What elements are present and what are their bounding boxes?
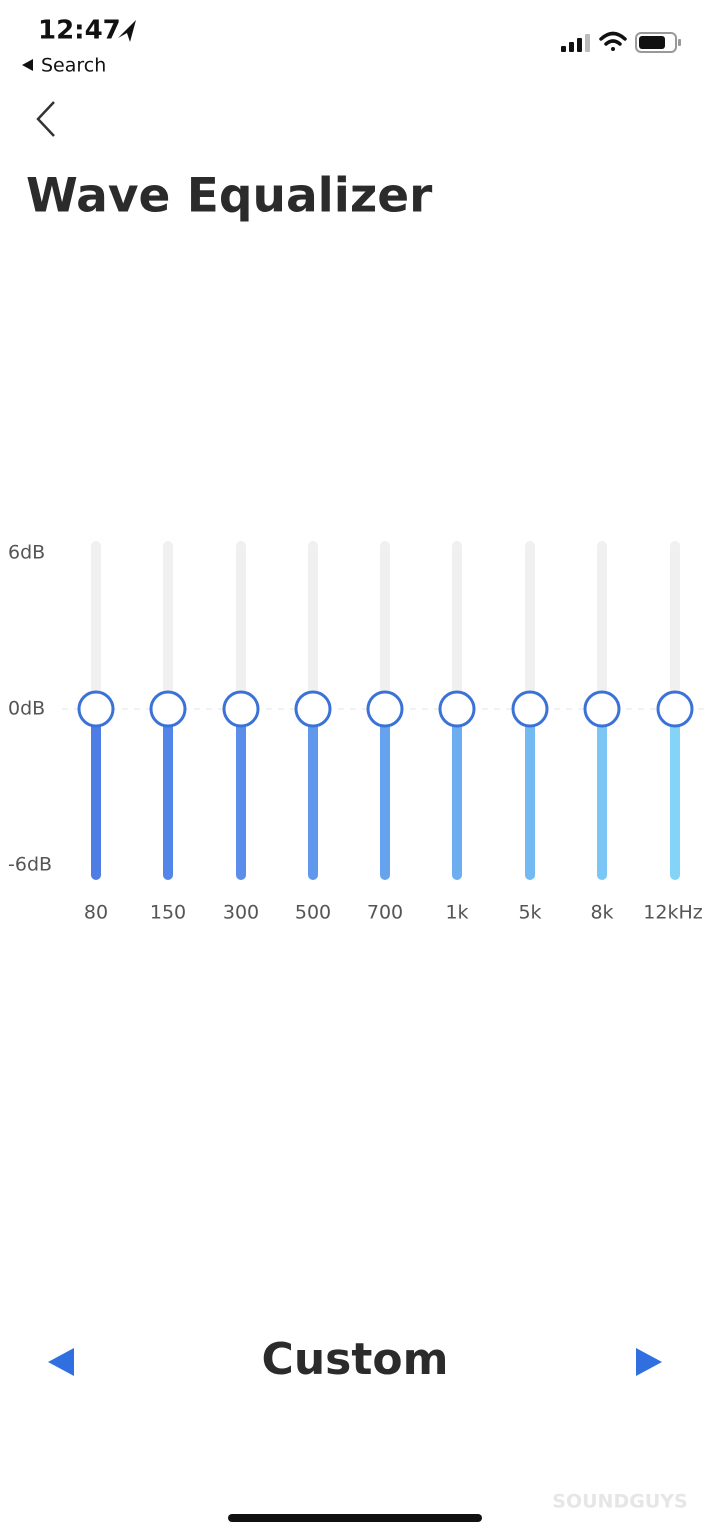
band-label: 5k — [518, 902, 541, 924]
slider-knob[interactable] — [511, 690, 549, 728]
slider-knob[interactable] — [294, 690, 332, 728]
slider-level — [91, 709, 101, 880]
band-label: 150 — [150, 902, 186, 924]
battery-icon — [635, 32, 681, 53]
watermark: SOUNDGUYS — [552, 1491, 687, 1513]
back-button[interactable] — [36, 101, 55, 137]
slider-level — [452, 709, 462, 880]
slider-level — [525, 709, 535, 880]
band-label: 500 — [295, 902, 331, 924]
slider-knob[interactable] — [149, 690, 187, 728]
y-tick-label: 6dB — [8, 542, 45, 564]
slider-level — [236, 709, 246, 880]
slider-knob[interactable] — [656, 690, 694, 728]
slider-level — [670, 709, 680, 880]
status-time: 12:47 — [38, 16, 121, 46]
band-label: 700 — [367, 902, 403, 924]
slider-level — [380, 709, 390, 880]
home-indicator — [228, 1514, 482, 1522]
slider-knob[interactable] — [583, 690, 621, 728]
y-tick-label: 0dB — [8, 698, 45, 720]
slider-level — [308, 709, 318, 880]
page-title: Wave Equalizer — [26, 169, 433, 224]
band-label: 300 — [223, 902, 259, 924]
preset-name: Custom — [262, 1334, 449, 1385]
signal-icon — [561, 34, 590, 52]
y-tick-label: -6dB — [8, 854, 52, 876]
band-label: 1k — [445, 902, 468, 924]
back-app-label[interactable]: Search — [41, 55, 106, 77]
slider-knob[interactable] — [366, 690, 404, 728]
next-preset-button[interactable] — [636, 1348, 662, 1376]
back-app-icon[interactable] — [22, 59, 33, 71]
previous-preset-button[interactable] — [48, 1348, 74, 1376]
equalizer: 6dB 0dB -6dB 80 150 300 500 700 1k 5k 8k 12kHz — [8, 541, 706, 924]
band-label: 12kHz — [643, 902, 702, 924]
slider-knob[interactable] — [438, 690, 476, 728]
slider-knob[interactable] — [222, 690, 260, 728]
band-label: 80 — [84, 902, 108, 924]
slider-level — [163, 709, 173, 880]
slider-knob[interactable] — [77, 690, 115, 728]
slider-level — [597, 709, 607, 880]
band-label: 8k — [590, 902, 613, 924]
wifi-icon — [599, 31, 627, 51]
location-icon — [118, 20, 136, 42]
